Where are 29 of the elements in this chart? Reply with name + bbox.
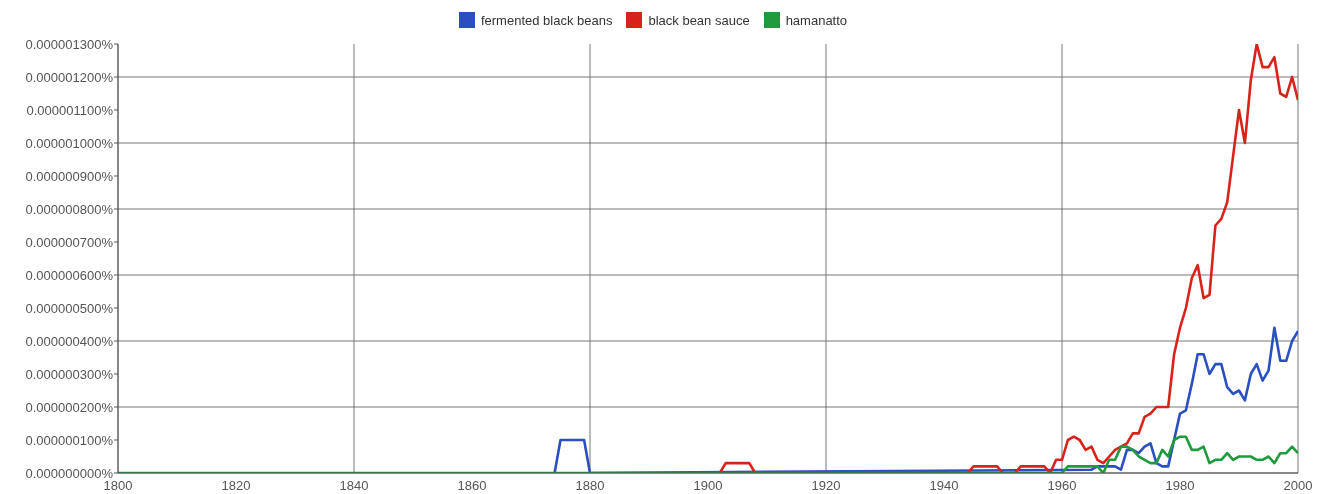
y-tick-label: 0.000000700% <box>25 234 114 250</box>
x-tick-label: 1800 <box>103 478 133 494</box>
x-tick-label: 1960 <box>1047 478 1077 494</box>
legend-label: hamanatto <box>785 12 848 28</box>
legend-label: black bean sauce <box>648 12 750 28</box>
y-tick-label: 0.000000000% <box>25 465 114 481</box>
y-tick-label: 0.000001300% <box>25 36 114 52</box>
y-tick-label: 0.000001200% <box>25 69 114 85</box>
x-tick-label: 1860 <box>457 478 487 494</box>
y-tick-label: 0.000000400% <box>25 333 114 349</box>
y-tick-label: 0.000000500% <box>25 300 114 316</box>
x-tick-label: 1820 <box>221 478 251 494</box>
x-tick-label: 1840 <box>339 478 369 494</box>
y-tick-label: 0.000001100% <box>26 102 114 118</box>
y-tick-label: 0.000000100% <box>25 432 114 448</box>
y-tick-label: 0.000000600% <box>25 267 114 283</box>
x-tick-label: 1940 <box>929 478 959 494</box>
x-tick-label: 1880 <box>575 478 605 494</box>
line-series <box>553 326 1298 473</box>
x-tick-label: 2000 <box>1283 478 1313 494</box>
y-tick-label: 0.000000800% <box>25 201 114 217</box>
y-tick-label: 0.000000300% <box>25 366 114 382</box>
y-tick-label: 0.000000900% <box>25 168 114 184</box>
y-tick-label: 0.000001000% <box>25 135 114 151</box>
x-tick-label: 1920 <box>811 478 841 494</box>
x-tick-label: 1980 <box>1165 478 1195 494</box>
legend-label: fermented black beans <box>480 12 613 28</box>
x-tick-label: 1900 <box>693 478 723 494</box>
y-tick-label: 0.000000200% <box>25 399 114 415</box>
